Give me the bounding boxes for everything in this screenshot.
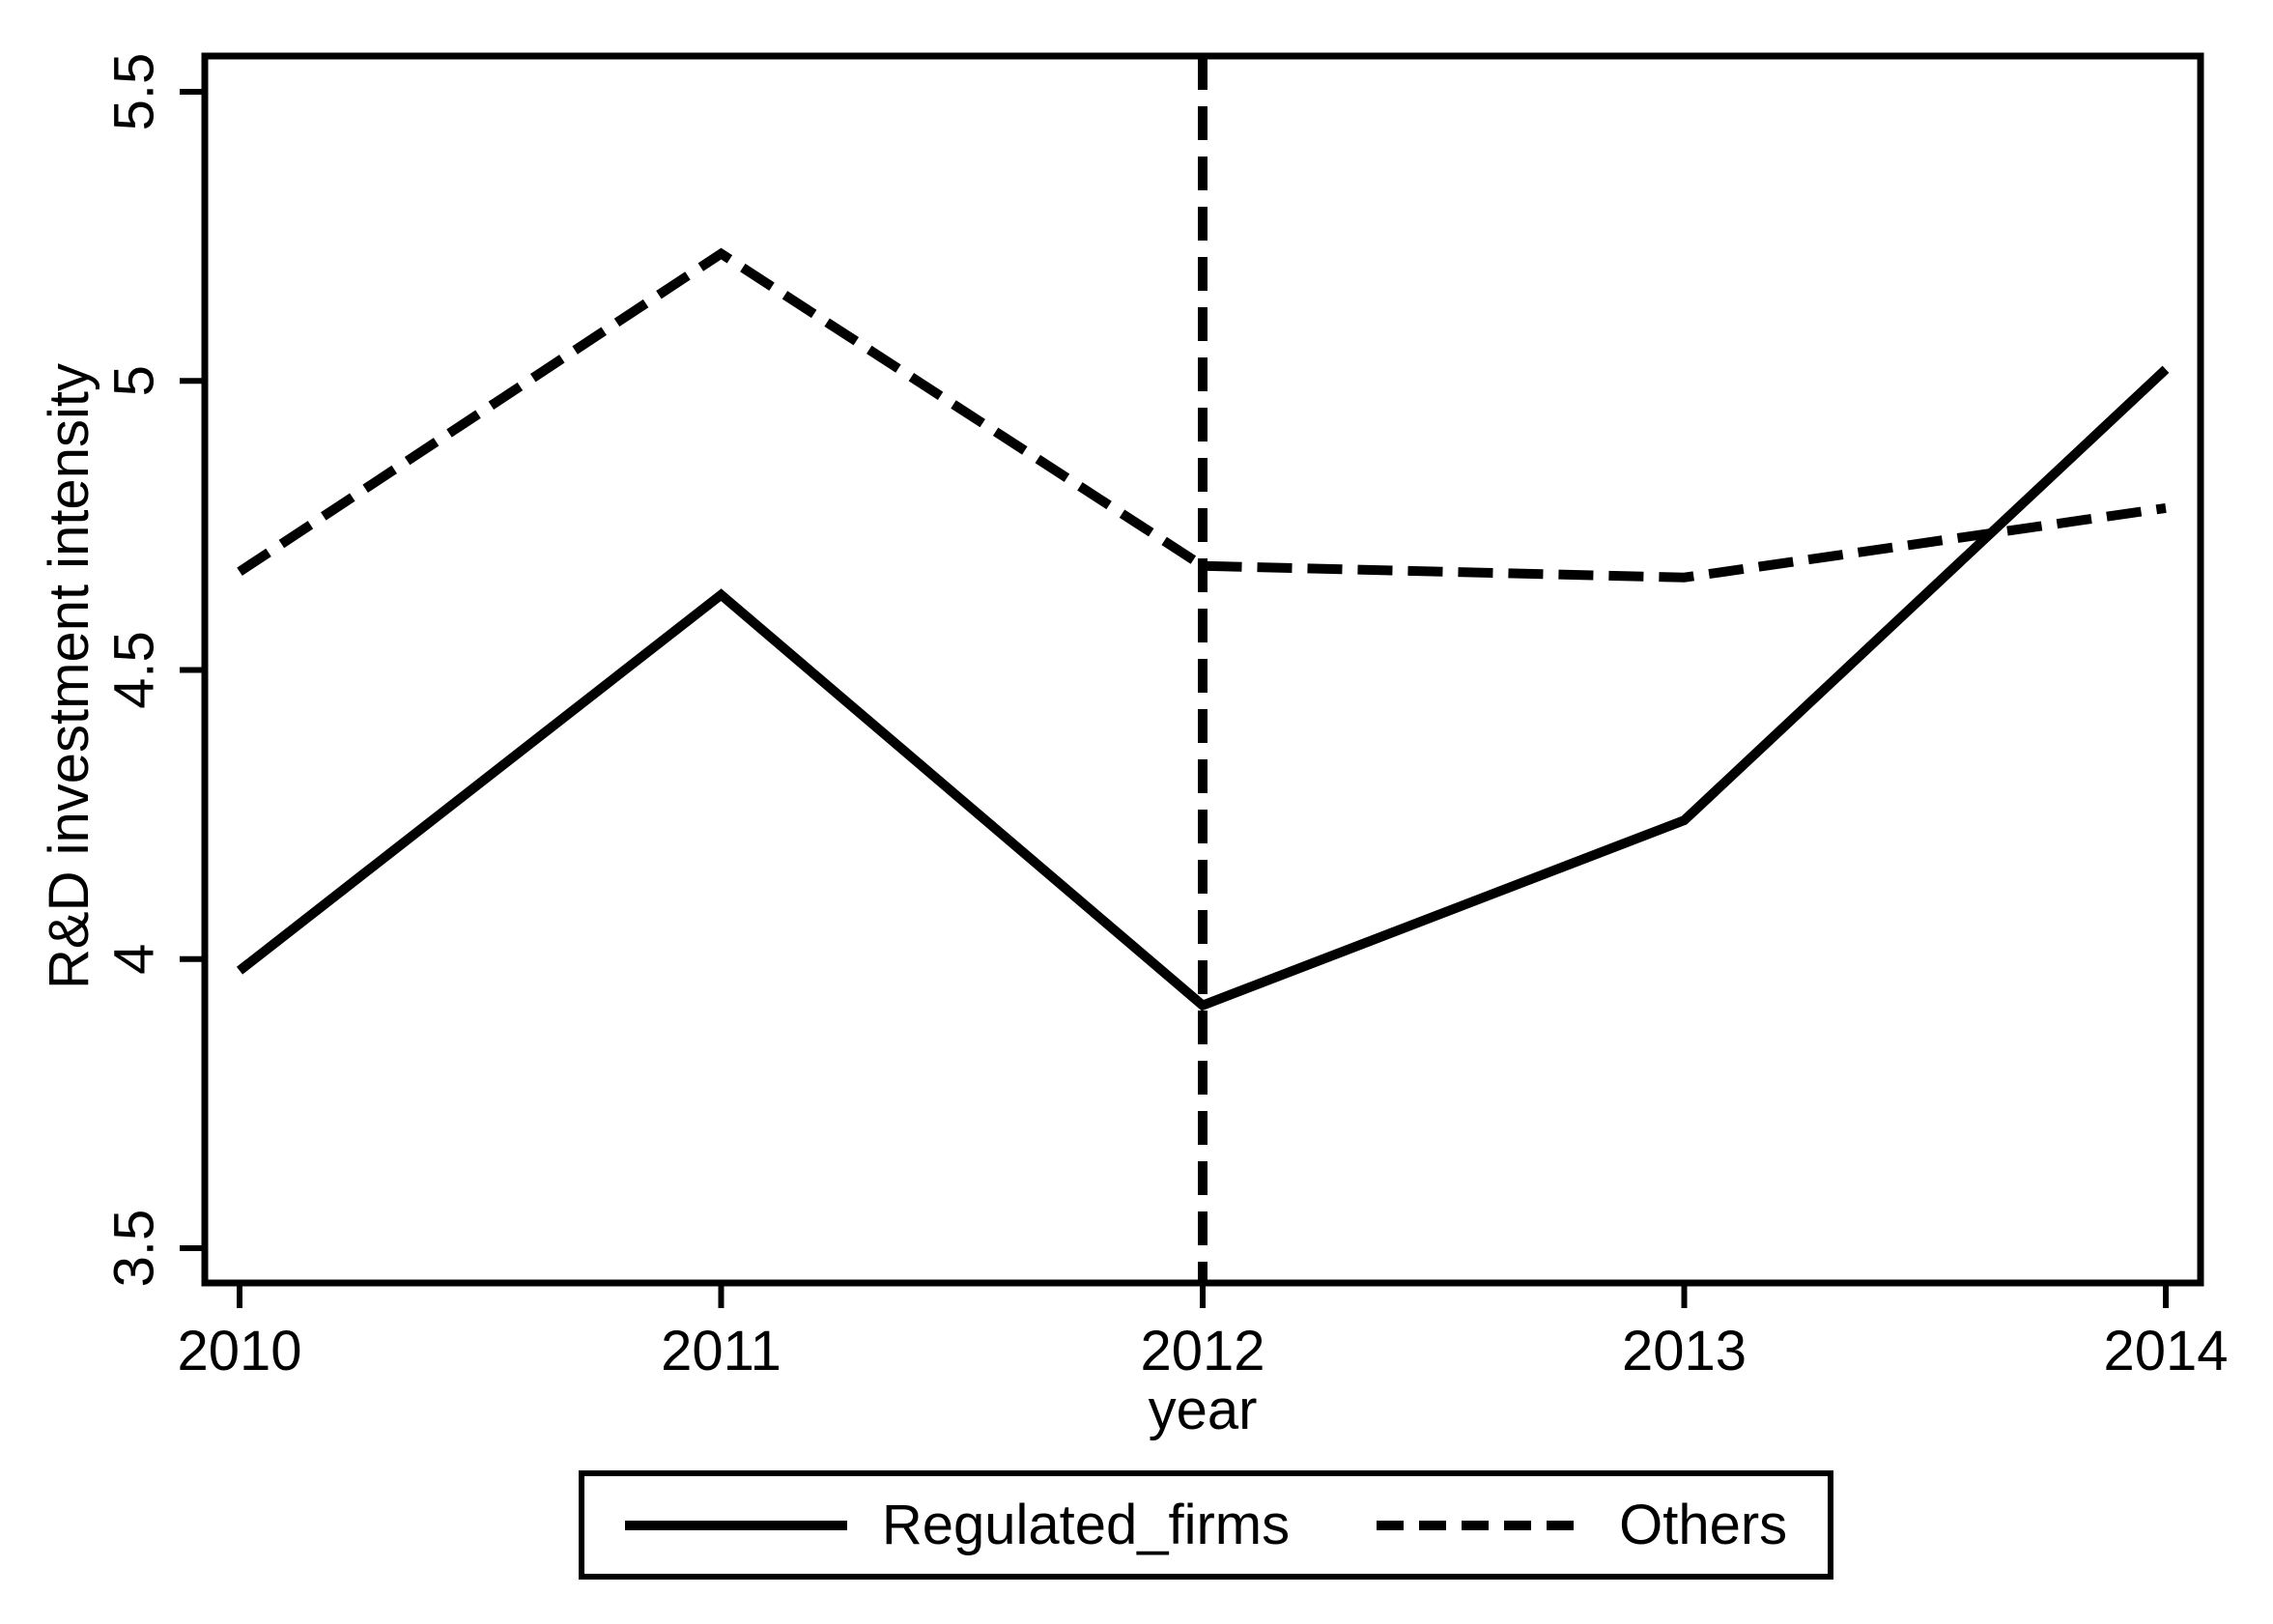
series-line-regulated_firms: [236, 365, 2170, 1011]
y-tick-label: 5.5: [102, 53, 165, 131]
legend-entry-others: Others: [1377, 1493, 1788, 1556]
solid-line-sample: [624, 1520, 847, 1530]
dashed-line-sample: [1377, 1520, 1585, 1530]
legend-label-others: Others: [1619, 1493, 1788, 1556]
series-line-others: [237, 247, 2167, 583]
legend-entry-regulated-firms: Regulated_firms: [624, 1493, 1291, 1556]
y-tick-label: 3.5: [102, 1210, 165, 1288]
x-tick-label: 2012: [1140, 1320, 1264, 1382]
y-axis-title: R&D investment intensity: [38, 363, 100, 989]
x-tick-label: 2014: [2103, 1320, 2228, 1382]
x-tick-label: 2011: [661, 1320, 781, 1382]
x-tick-label: 2010: [177, 1320, 301, 1382]
legend: Regulated_firms Others: [579, 1470, 1833, 1580]
x-tick-label: 2013: [1622, 1320, 1747, 1382]
y-tick-label: 5: [102, 365, 165, 396]
y-tick-label: 4: [102, 944, 165, 975]
x-axis-title: year: [1148, 1379, 1258, 1441]
y-tick-label: 4.5: [102, 631, 165, 709]
legend-label-regulated-firms: Regulated_firms: [881, 1493, 1291, 1556]
